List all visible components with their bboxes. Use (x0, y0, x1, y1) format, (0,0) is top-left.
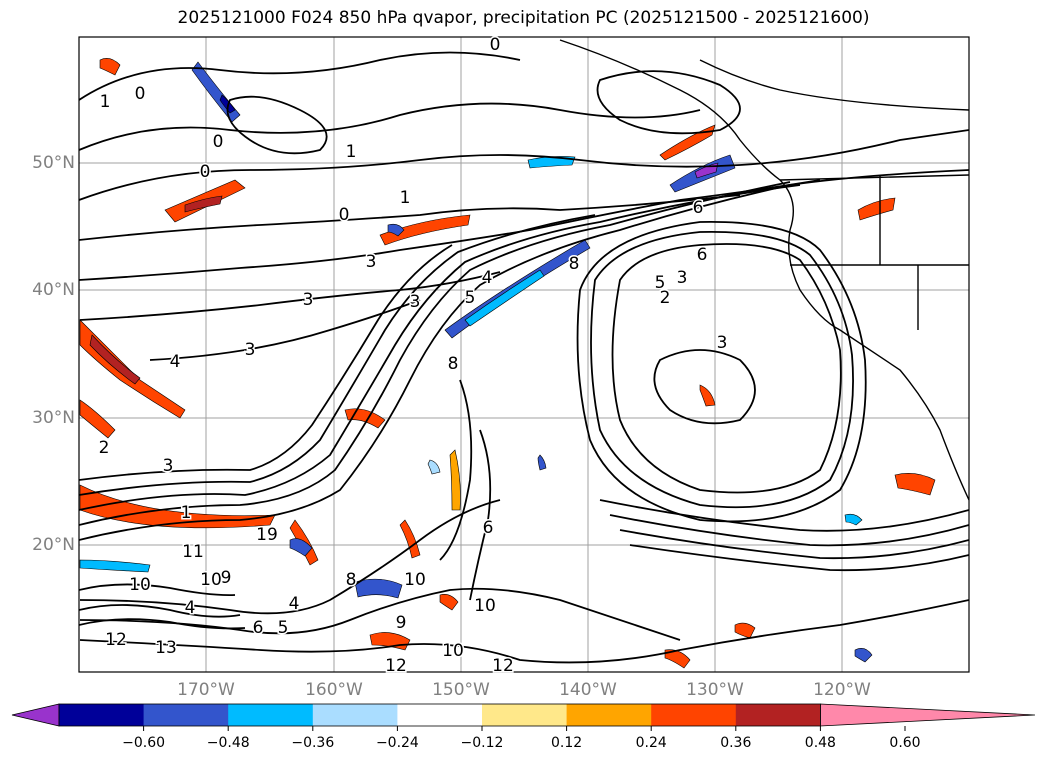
colorbar-tick-label: −0.48 (206, 735, 250, 751)
colorbar-tick-label: −0.12 (460, 735, 504, 751)
contour-label: 8 (448, 354, 459, 374)
map-background (79, 37, 969, 672)
contour-label: 0 (213, 132, 224, 152)
lat-label-30n: 30°N (32, 408, 75, 428)
colorbar-tick-label: 0.12 (551, 735, 583, 751)
colorbar-tick-label: −0.24 (375, 735, 419, 751)
colorbar-tick-label: 0.36 (720, 735, 752, 751)
contour-label: 11 (182, 542, 204, 562)
coastline (559, 39, 969, 501)
contour-label: 8 (569, 254, 580, 274)
colorbar-segment (482, 704, 568, 726)
contour-label: 12 (492, 656, 514, 676)
lat-label-50n: 50°N (32, 153, 75, 173)
lat-label-20n: 20°N (32, 535, 75, 555)
contour-label: 12 (385, 656, 407, 676)
lat-label-40n: 40°N (32, 280, 75, 300)
colorbar-segment (59, 704, 145, 726)
lon-label-130w: 130°W (686, 680, 744, 700)
contour-label: 9 (396, 613, 407, 633)
contour-label: 4 (185, 598, 196, 618)
contour-label: 10 (200, 570, 222, 590)
contour-label: 12 (105, 630, 127, 650)
chart-title: 2025121000 F024 850 hPa qvapor, precipit… (177, 8, 870, 28)
lon-label-150w: 150°W (432, 680, 490, 700)
contour-label: 6 (697, 245, 708, 265)
contour-label: 3 (677, 268, 688, 288)
contour-label: 10 (474, 596, 496, 616)
colorbar-tick-label: 0.48 (804, 735, 836, 751)
contour-label: 3 (303, 290, 314, 310)
contour-label: 10 (129, 575, 151, 595)
contour-label: 4 (170, 352, 181, 372)
contour-label: 5 (465, 288, 476, 308)
colorbar-extend-low (11, 703, 60, 727)
contour-label: 2 (99, 438, 110, 458)
contour-label: 6 (483, 518, 494, 538)
lon-label-120w: 120°W (813, 680, 871, 700)
contour-label: 0 (200, 162, 211, 182)
contour-label: 0 (339, 205, 350, 225)
colorbar-tick-label: 0.60 (889, 735, 921, 751)
colorbar-extend-high (820, 703, 1036, 727)
contour-label: 5 (278, 618, 289, 638)
contour-label: 1 (346, 142, 357, 162)
colorbar-segment (312, 704, 398, 726)
contour-label: 0 (135, 84, 146, 104)
colorbar-segment (228, 704, 314, 726)
contour-label: 5 (655, 273, 666, 293)
contour-label: 6 (693, 198, 704, 218)
lon-label-140w: 140°W (559, 680, 617, 700)
colorbar-segment (143, 704, 229, 726)
contour-label: 1 (400, 188, 411, 208)
contour-label: 0 (490, 35, 501, 55)
contour-label: 3 (245, 340, 256, 360)
contour-label: 4 (289, 594, 300, 614)
contour-label: 3 (163, 456, 174, 476)
map-frame (78, 36, 970, 673)
colorbar-tick-label: −0.36 (291, 735, 335, 751)
colorbar-frame (58, 703, 821, 727)
colorbar-segment (566, 704, 652, 726)
lon-label-170w: 170°W (177, 680, 235, 700)
qvapor-contours (79, 51, 969, 664)
contour-label: 6 (253, 618, 264, 638)
contour-label: 13 (155, 638, 177, 658)
colorbar-tick-label: −0.60 (122, 735, 166, 751)
contour-label: 3 (366, 252, 377, 272)
colorbar-segment (735, 704, 821, 726)
contour-label: 1 (100, 92, 111, 112)
contour-label: 9 (221, 568, 232, 588)
contour-label: 10 (442, 641, 464, 661)
colorbar-segment (651, 704, 737, 726)
contour-label: 3 (410, 292, 421, 312)
lon-label-160w: 160°W (305, 680, 363, 700)
contour-label: 2 (660, 288, 671, 308)
colorbar-segment (397, 704, 483, 726)
contour-label: 10 (404, 570, 426, 590)
colorbar-tick-label: 0.24 (635, 735, 667, 751)
contour-label: 19 (256, 525, 278, 545)
contour-label: 3 (717, 333, 728, 353)
colorbar-segments (11, 703, 1036, 731)
contour-label: 4 (482, 268, 493, 288)
contour-label: 8 (346, 570, 357, 590)
contour-label: 1 (181, 503, 192, 523)
